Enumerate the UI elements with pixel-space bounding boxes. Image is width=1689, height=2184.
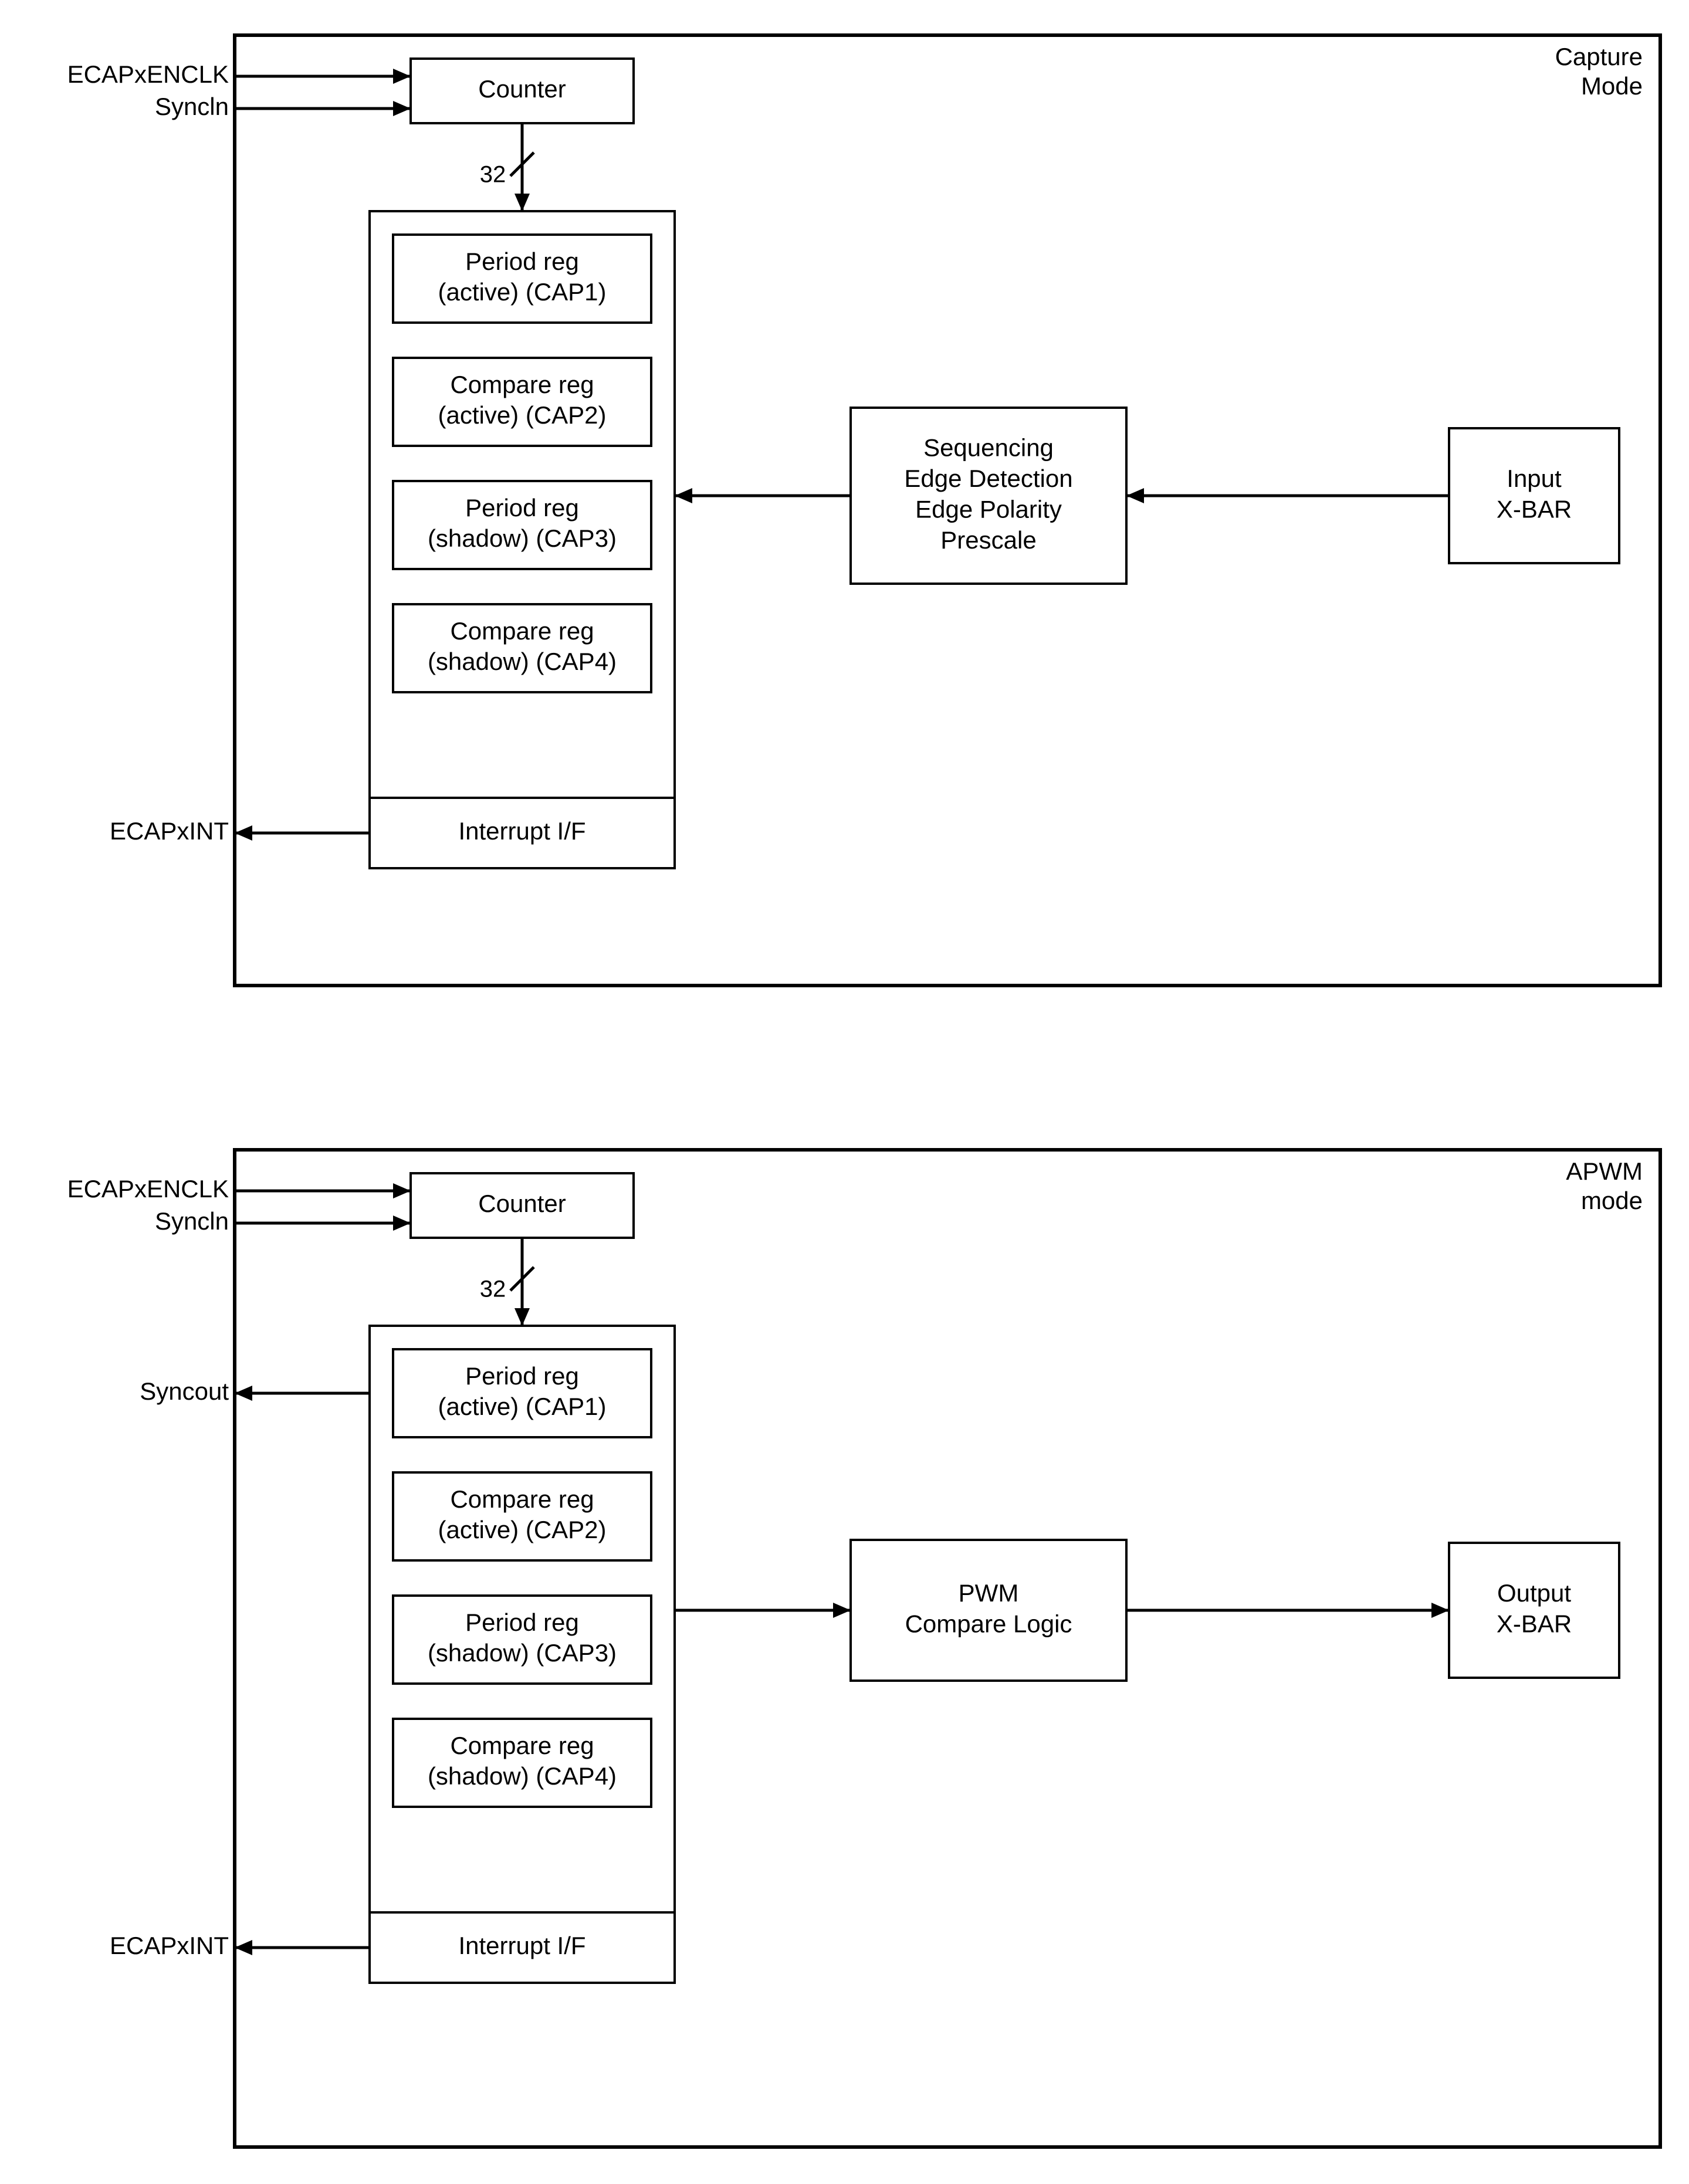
capture-reg0-l2: (active) (CAP1) [438,278,606,306]
apwm-right-l0: Output [1497,1579,1571,1607]
apwm-bus-label: 32 [480,1276,506,1302]
capture-reg3-l2: (shadow) (CAP4) [428,648,617,675]
apwm-syncout-label: Syncout [140,1377,229,1405]
apwm-reg0-l1: Period reg [465,1362,579,1390]
capture-bus-label: 32 [480,162,506,188]
capture-right-l1: X-BAR [1497,495,1572,523]
apwm-intr-label: Interrupt I/F [458,1932,585,1959]
apwm-intr-out-label: ECAPxINT [110,1932,229,1959]
apwm-reg3-l1: Compare reg [450,1732,594,1759]
capture-mode2: Mode [1581,72,1643,100]
apwm-Syncln: Syncln [155,1207,229,1235]
apwm-mode2: mode [1581,1187,1643,1214]
apwm-mode1: APWM [1566,1157,1643,1185]
capture-mid-l2: Edge Polarity [915,495,1062,523]
apwm-right-l1: X-BAR [1497,1610,1572,1637]
apwm-counter-label: Counter [478,1190,566,1217]
apwm-reg3-l2: (shadow) (CAP4) [428,1762,617,1790]
capture-right-l0: Input [1507,465,1562,492]
apwm-reg2-l1: Period reg [465,1609,579,1636]
capture-ECAPxENCLK: ECAPxENCLK [67,60,229,88]
apwm-reg0-l2: (active) (CAP1) [438,1393,606,1420]
capture-mid-l1: Edge Detection [904,465,1072,492]
capture-reg1-l1: Compare reg [450,371,594,398]
capture-Syncln: Syncln [155,93,229,120]
capture-reg2-l1: Period reg [465,494,579,522]
capture-mode1: Capture [1555,43,1643,70]
capture-counter-label: Counter [478,75,566,103]
capture-intr-label: Interrupt I/F [458,817,585,845]
capture-reg0-l1: Period reg [465,248,579,275]
apwm-mid-l0: PWM [959,1579,1019,1607]
capture-intr-out-label: ECAPxINT [110,817,229,845]
apwm-reg2-l2: (shadow) (CAP3) [428,1639,617,1667]
capture-mid-l0: Sequencing [923,434,1054,461]
apwm-mid-l1: Compare Logic [905,1610,1072,1637]
capture-reg1-l2: (active) (CAP2) [438,401,606,429]
capture-reg3-l1: Compare reg [450,617,594,645]
apwm-ECAPxENCLK: ECAPxENCLK [67,1175,229,1203]
apwm-reg1-l2: (active) (CAP2) [438,1516,606,1543]
capture-mid-l3: Prescale [940,526,1036,554]
capture-reg2-l2: (shadow) (CAP3) [428,524,617,552]
apwm-reg1-l1: Compare reg [450,1485,594,1513]
